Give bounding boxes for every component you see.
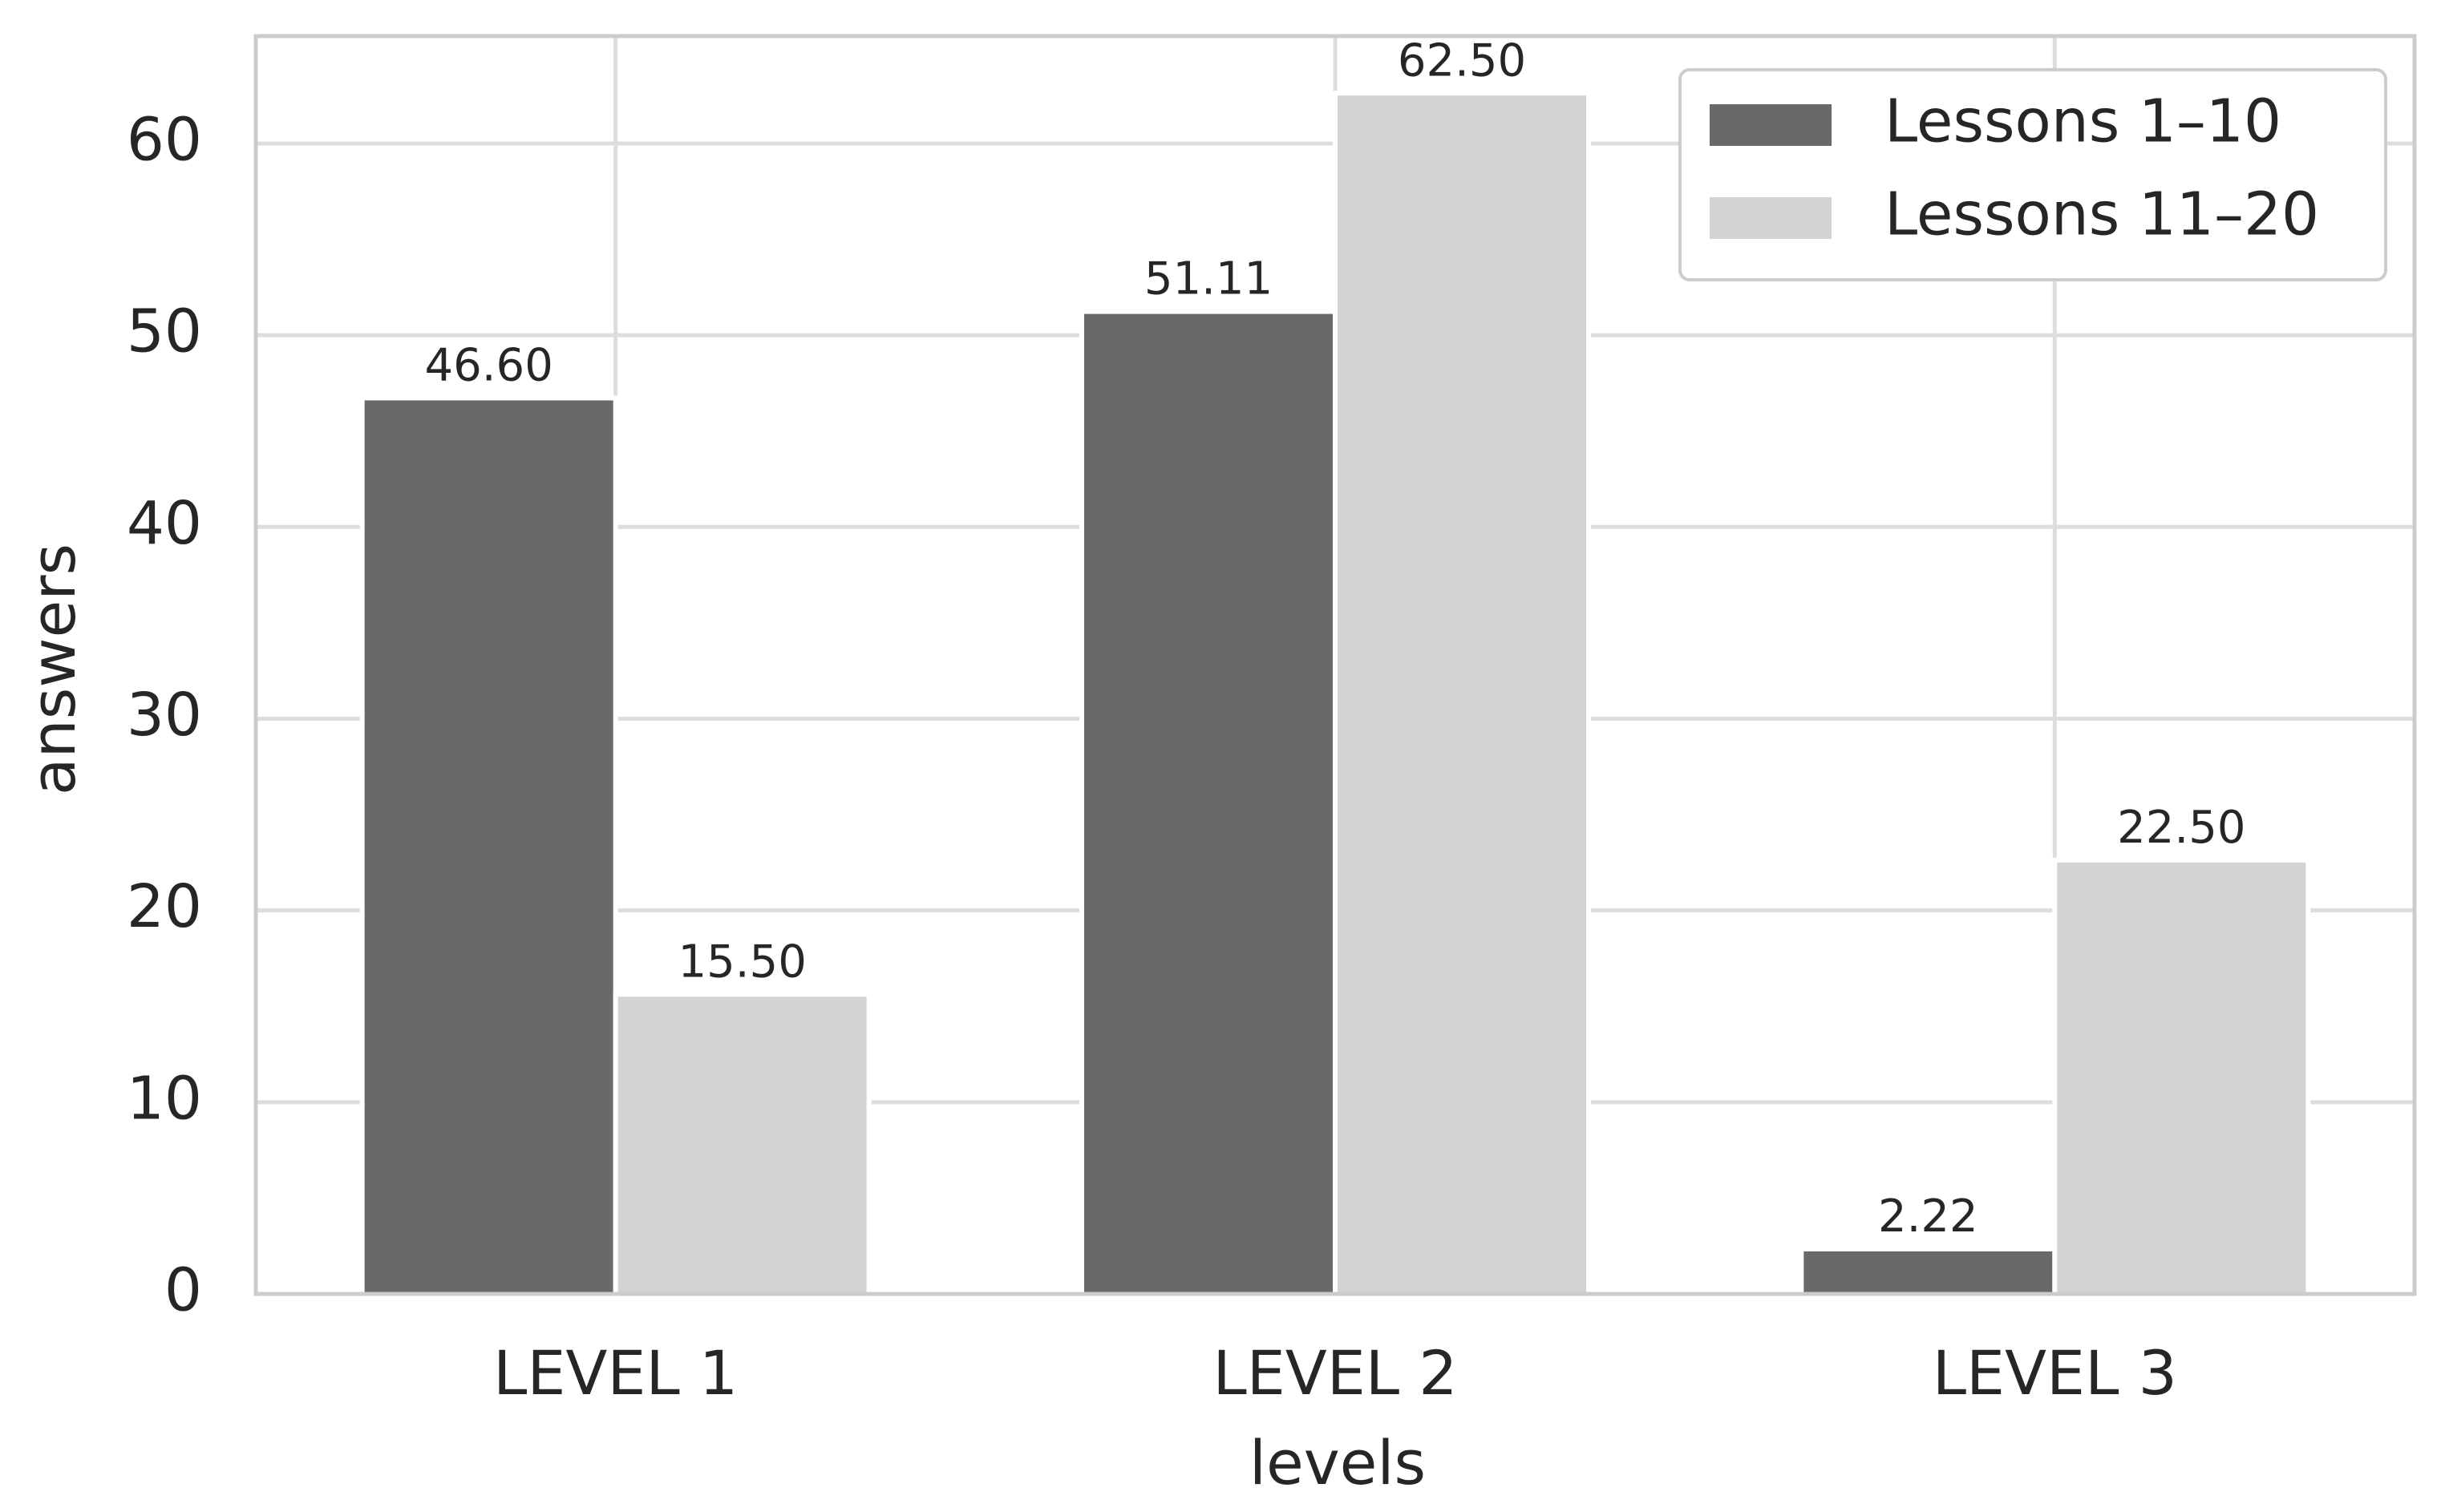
x-tick-label: LEVEL 2 xyxy=(1212,1337,1457,1409)
bar-lessons-11-20-2 xyxy=(1338,95,1586,1295)
y-tick-label: 60 xyxy=(127,105,202,174)
bar-value-label: 51.11 xyxy=(1144,253,1273,305)
x-tick-labels: LEVEL 1 LEVEL 2 LEVEL 3 xyxy=(493,1337,2177,1409)
y-tick-labels: 0 10 20 30 40 50 60 xyxy=(127,105,202,1324)
x-axis-label: levels xyxy=(1249,1427,1426,1498)
y-tick-label: 10 xyxy=(127,1064,202,1133)
bar-value-label: 15.50 xyxy=(678,936,807,988)
bar-value-label: 2.22 xyxy=(1878,1191,1978,1243)
bar-lessons-1-10-3 xyxy=(1803,1251,2053,1294)
legend-label-lessons-1-10: Lessons 1–10 xyxy=(1884,87,2281,156)
legend-swatch-lessons-11-20 xyxy=(1710,197,1832,239)
y-tick-label: 20 xyxy=(127,872,202,941)
legend-frame xyxy=(1678,68,2387,281)
x-tick-label: LEVEL 1 xyxy=(493,1337,738,1409)
bar-lessons-11-20-1 xyxy=(617,997,867,1294)
bar-value-label: 46.60 xyxy=(425,340,553,392)
bar-lessons-1-10-2 xyxy=(1084,313,1333,1294)
y-tick-label: 0 xyxy=(164,1256,202,1325)
bar-value-label: 22.50 xyxy=(2117,802,2245,854)
y-tick-label: 40 xyxy=(127,489,202,558)
legend-label-lessons-11-20: Lessons 11–20 xyxy=(1884,180,2319,249)
bar-value-label: 62.50 xyxy=(1398,34,1526,87)
x-tick-label: LEVEL 3 xyxy=(1933,1337,2177,1409)
legend: Lessons 1–10 Lessons 11–20 xyxy=(1678,68,2387,281)
legend-swatch-lessons-1-10 xyxy=(1710,104,1832,146)
bars xyxy=(359,91,2311,1295)
y-tick-label: 50 xyxy=(127,297,202,366)
y-tick-label: 30 xyxy=(127,681,202,750)
y-axis-label: answers xyxy=(18,544,89,795)
axes-frame xyxy=(253,34,2417,1296)
bar-lessons-11-20-3 xyxy=(2057,862,2306,1294)
value-labels: 46.60 51.11 2.22 15.50 62.50 22.50 xyxy=(425,34,2246,1243)
bar-lessons-1-10-1 xyxy=(364,400,613,1294)
